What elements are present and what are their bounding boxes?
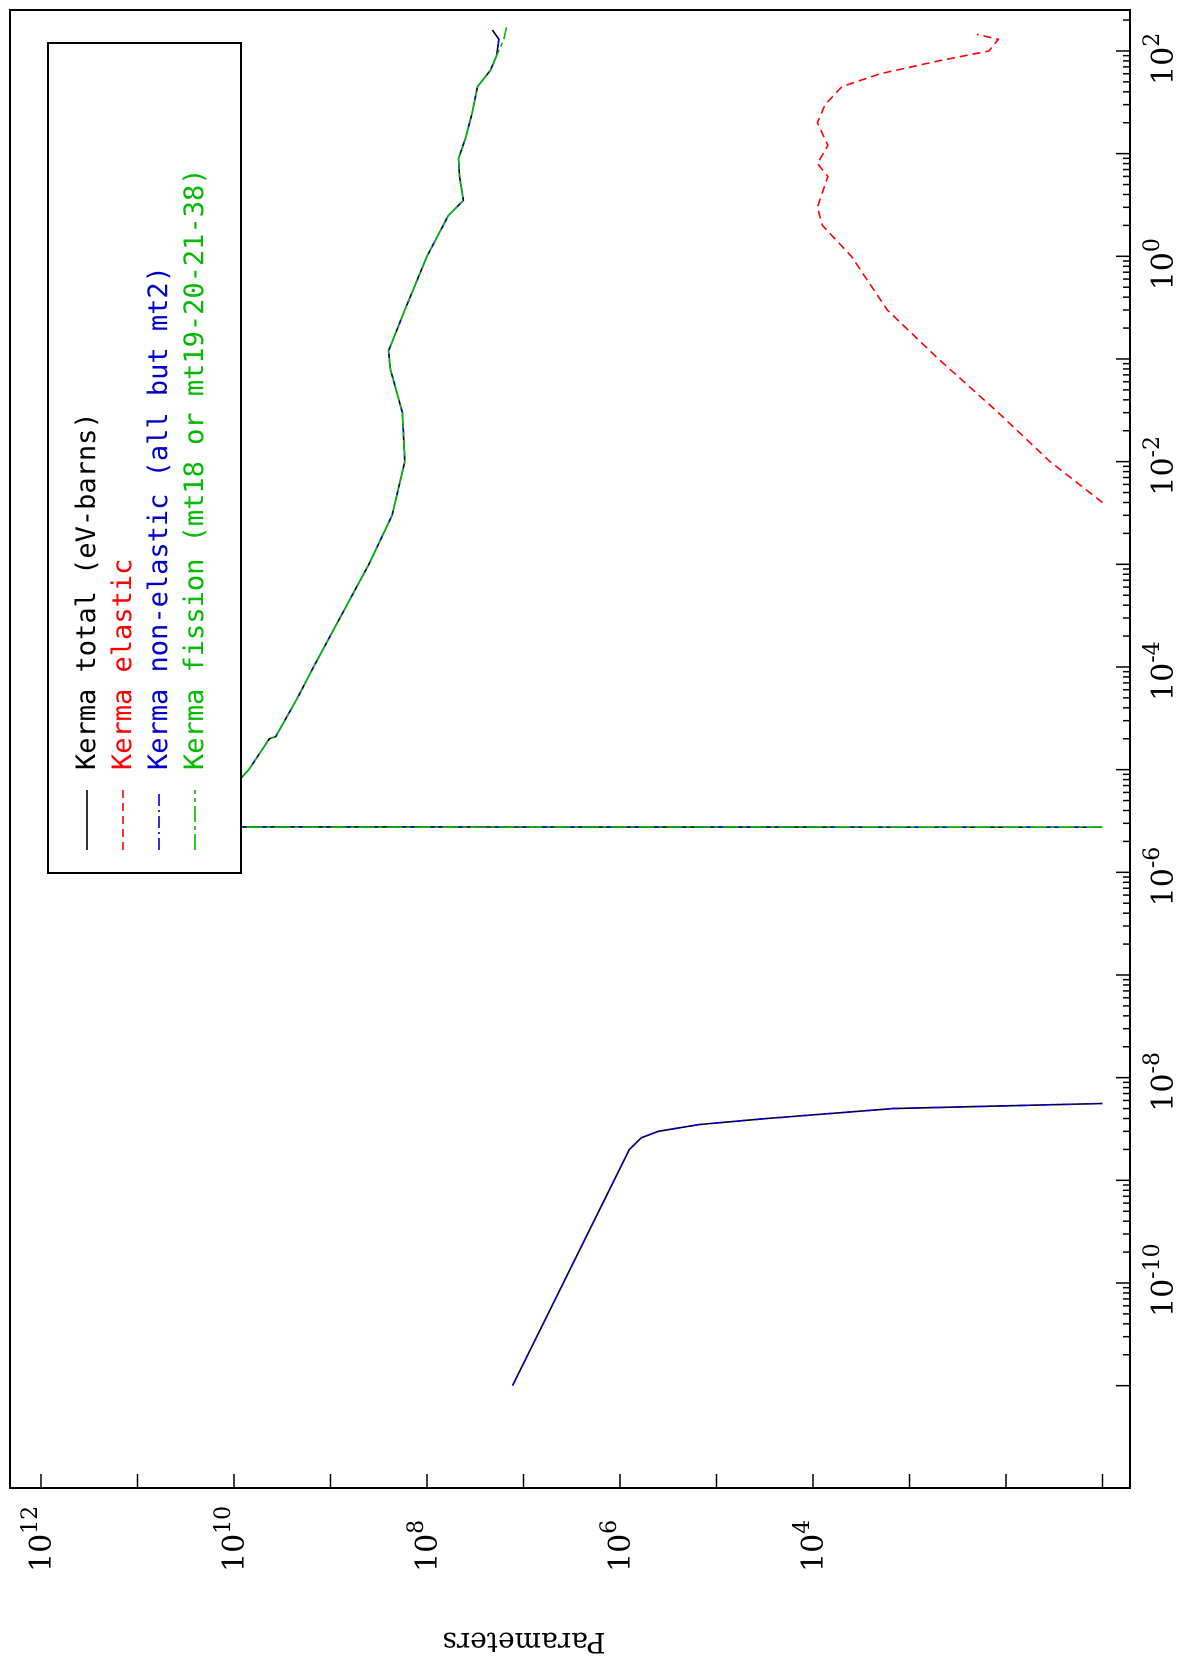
svg-text:106: 106 [597,1520,638,1572]
x-tick-label: 10-10 [1140,1243,1181,1317]
svg-text:100: 100 [1140,238,1181,290]
legend-prefix: Kerma [143,672,174,770]
legend-prefix: Kerma [179,672,210,770]
y-tick-label: 108 [404,1520,445,1572]
svg-text:10-4: 10-4 [1140,641,1181,701]
legend-entry: Kerma fission (mt18 or mt19-20-21-38) [179,169,210,770]
series-line-kerma-non-elastic [511,1102,1103,1387]
legend-label: fission (mt18 or mt19-20-21-38) [179,169,210,673]
legend-label: total (eV-barns) [71,412,102,672]
svg-text:10-2: 10-2 [1140,436,1181,496]
svg-text:10-8: 10-8 [1140,1052,1181,1112]
svg-text:108: 108 [404,1520,445,1572]
legend-label: non-elastic (all but mt2) [143,266,174,672]
legend-label: elastic [107,559,138,673]
legend-entry: Kerma elastic [107,559,138,770]
plot-frame [9,9,1131,1489]
legend-entry: Kerma total (eV-barns) [71,412,102,770]
svg-text:Kerma elastic: Kerma elastic [107,559,138,770]
x-tick-label: 10-2 [1140,436,1181,496]
x-tick-label: 10-8 [1140,1052,1181,1112]
axis-ticks [40,19,1130,1488]
legend-entry: Kerma non-elastic (all but mt2) [143,266,174,770]
y-axis-title: Parameters [442,1626,605,1659]
x-tick-label: 102 [1140,33,1181,85]
legend-prefix: Kerma [107,672,138,770]
y-tick-labels: 104 106 108 1010 1012 [18,1506,831,1572]
y-tick-label: 104 [790,1520,831,1572]
legend-prefix: Kerma [71,672,102,770]
svg-text:Kerma total (eV-barns): Kerma total (eV-barns) [71,412,102,770]
x-tick-labels: 10-10 10-8 10-6 10-4 10-2 100 102 [1140,33,1181,1317]
y-tick-label: 1010 [211,1506,252,1572]
y-tick-label: 106 [597,1520,638,1572]
svg-text:Kerma non-elastic (all but mt2: Kerma non-elastic (all but mt2) [143,266,174,770]
x-tick-label: 100 [1140,238,1181,290]
legend-box [47,42,242,874]
svg-text:10-10: 10-10 [1140,1243,1181,1317]
x-tick-label: 10-6 [1140,847,1181,907]
legend: Kerma total (eV-barns)Kerma elasticKerma… [47,42,242,874]
svg-text:Kerma fission (mt18 or mt19-20: Kerma fission (mt18 or mt19-20-21-38) [179,169,210,770]
series-line-kerma-elastic [816,33,1103,504]
svg-text:1010: 1010 [211,1506,252,1572]
x-tick-label: 10-4 [1140,641,1181,701]
svg-text:1012: 1012 [18,1506,59,1572]
series-layer [196,27,1103,1387]
svg-text:10-6: 10-6 [1140,847,1181,907]
svg-text:104: 104 [790,1520,831,1572]
y-tick-label: 1012 [18,1506,59,1572]
svg-text:102: 102 [1140,33,1181,85]
